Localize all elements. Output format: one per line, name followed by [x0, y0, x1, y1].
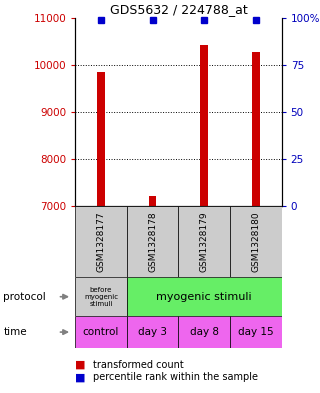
Text: myogenic stimuli: myogenic stimuli [156, 292, 252, 302]
Bar [230, 206, 282, 277]
Bar [179, 206, 230, 277]
Bar [179, 316, 230, 348]
Bar [127, 316, 179, 348]
Text: time: time [3, 327, 27, 337]
Title: GDS5632 / 224788_at: GDS5632 / 224788_at [109, 4, 247, 17]
Text: transformed count: transformed count [93, 360, 184, 370]
Bar [149, 196, 156, 206]
Text: GSM1328179: GSM1328179 [200, 211, 209, 272]
Text: percentile rank within the sample: percentile rank within the sample [93, 372, 258, 382]
Text: ■: ■ [75, 372, 89, 382]
Bar [75, 277, 127, 316]
Bar [200, 45, 208, 206]
Bar [75, 206, 127, 277]
Text: control: control [83, 327, 119, 337]
Text: GSM1328177: GSM1328177 [97, 211, 106, 272]
Text: day 8: day 8 [190, 327, 219, 337]
Bar [75, 316, 127, 348]
Text: ■: ■ [75, 360, 89, 370]
Bar [127, 206, 179, 277]
Text: day 3: day 3 [138, 327, 167, 337]
Bar [97, 72, 105, 206]
Bar [252, 52, 260, 206]
Text: day 15: day 15 [238, 327, 274, 337]
Bar [230, 316, 282, 348]
Text: GSM1328178: GSM1328178 [148, 211, 157, 272]
Text: before
myogenic
stimuli: before myogenic stimuli [84, 287, 118, 307]
Text: GSM1328180: GSM1328180 [251, 211, 260, 272]
Text: protocol: protocol [3, 292, 46, 302]
Bar [127, 277, 282, 316]
